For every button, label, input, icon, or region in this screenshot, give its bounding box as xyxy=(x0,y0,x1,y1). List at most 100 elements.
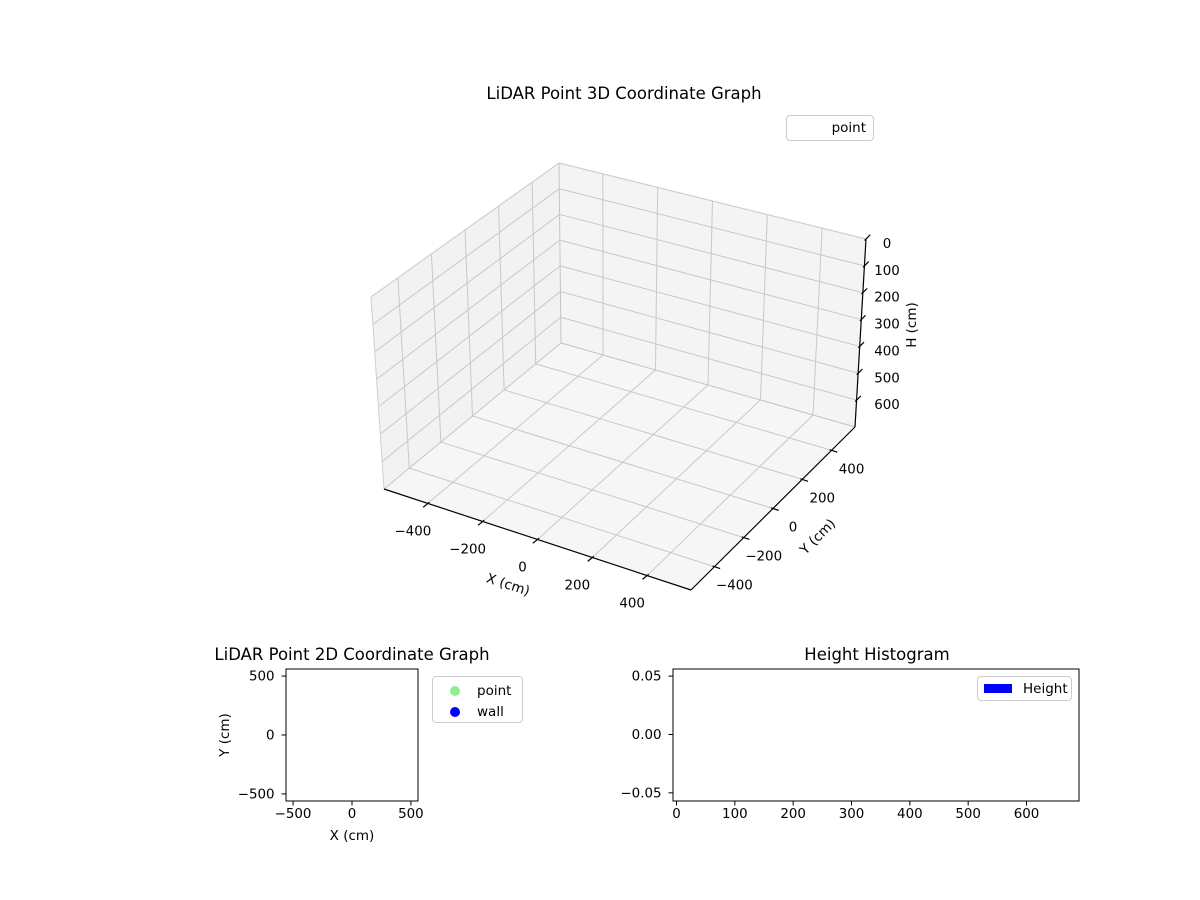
y-tick-label: −0.05 xyxy=(620,786,661,801)
plot3d-legend-label: point xyxy=(831,120,866,136)
x-tick-label: 0 xyxy=(518,561,527,576)
plot2d-yaxis-label: Y (cm) xyxy=(217,713,233,757)
x-tick xyxy=(587,555,595,562)
pane-edge xyxy=(560,342,856,428)
wall-marker-icon xyxy=(450,706,460,717)
y-tick xyxy=(829,449,838,453)
pane-edge xyxy=(370,162,560,298)
grid-line xyxy=(535,363,832,451)
grid-line xyxy=(559,188,865,267)
y-tick-label: 500 xyxy=(249,670,275,685)
plot3d-zaxis-label: H (cm) xyxy=(904,302,920,348)
grid-line xyxy=(378,265,561,408)
z-tick-label: 100 xyxy=(874,264,900,279)
plot2d-title: LiDAR Point 2D Coordinate Graph xyxy=(214,645,490,664)
grid-line xyxy=(760,214,768,401)
pane-left xyxy=(371,163,561,489)
z-tick-label: 600 xyxy=(874,398,900,413)
plot2d-axes: −500 0 500 −500 0 500 xyxy=(238,668,424,822)
z-tick-label: 400 xyxy=(874,344,900,359)
plot2d-xaxis-label: X (cm) xyxy=(329,828,375,844)
y-tick xyxy=(741,536,750,541)
axes-frame xyxy=(285,668,419,802)
grid-line xyxy=(560,265,860,347)
x-tick-label: 500 xyxy=(398,807,424,822)
grid-line xyxy=(560,316,857,401)
pane-right xyxy=(559,163,866,427)
grid-line xyxy=(559,239,862,321)
y-tick-label: 0 xyxy=(266,729,275,744)
y-tick xyxy=(800,478,809,482)
pane-floor xyxy=(384,343,855,590)
height-swatch-icon xyxy=(984,684,1012,693)
pane-edge xyxy=(383,342,562,490)
grid-line xyxy=(464,229,473,417)
x-tick-label: −500 xyxy=(275,807,312,822)
x-tick xyxy=(532,537,540,544)
z-tick-label: 500 xyxy=(874,371,900,386)
x-tick-label: 200 xyxy=(565,579,591,594)
pane-edge xyxy=(558,162,562,344)
x-tick xyxy=(477,519,485,526)
grid-line xyxy=(409,467,715,568)
y-tick-label: 0 xyxy=(789,521,798,536)
x-tick-label: 200 xyxy=(780,807,806,822)
z-tick xyxy=(861,288,868,295)
x-tick-label: 600 xyxy=(1014,807,1040,822)
grid-line xyxy=(379,291,561,435)
z-axis-line xyxy=(854,238,867,428)
y-tick xyxy=(712,565,721,570)
x-tick xyxy=(422,501,430,508)
grid-line xyxy=(707,200,713,386)
plot2d-legend-label-point: point xyxy=(477,682,512,699)
x-tick-label: 500 xyxy=(955,807,981,822)
plot3d-title: LiDAR Point 3D Coordinate Graph xyxy=(486,84,762,103)
pane-edge xyxy=(370,296,385,490)
grid-line xyxy=(472,415,774,509)
histogram-legend: Height xyxy=(977,676,1072,701)
pane-edge xyxy=(558,162,867,240)
point-marker-icon xyxy=(450,685,460,696)
grid-line xyxy=(374,214,560,353)
y-tick-label: −200 xyxy=(745,550,782,565)
x-tick-label: −200 xyxy=(449,542,486,557)
z-tick-label: 0 xyxy=(883,237,892,252)
grid-line xyxy=(559,213,863,294)
x-tick-label: 400 xyxy=(619,597,645,612)
x-tick-label: 100 xyxy=(722,807,748,822)
plot3d-axes: −400−2000200400−400−20002004000100200300… xyxy=(370,162,900,612)
histogram-legend-label: Height xyxy=(1023,680,1068,697)
x-tick-label: 0 xyxy=(348,807,357,822)
z-tick xyxy=(857,341,865,349)
x-tick-label: −400 xyxy=(394,524,431,539)
y-tick-label: 200 xyxy=(810,491,836,506)
plot2d-legend-label-wall: wall xyxy=(477,703,504,720)
z-tick-label: 200 xyxy=(874,291,900,306)
grid-line xyxy=(430,253,442,443)
legend-row: wall xyxy=(433,701,522,722)
y-tick-label: −500 xyxy=(238,787,275,802)
grid-line xyxy=(503,389,803,480)
y-tick-label: 0.00 xyxy=(632,728,662,743)
y-tick xyxy=(770,507,779,511)
grid-line xyxy=(531,182,537,364)
z-tick xyxy=(854,395,862,402)
grid-line xyxy=(560,291,859,374)
z-tick xyxy=(864,234,871,241)
x-tick-label: 300 xyxy=(839,807,865,822)
x-tick-label: 400 xyxy=(897,807,923,822)
grid-line xyxy=(498,206,505,390)
legend-row: point xyxy=(433,680,522,701)
grid-line xyxy=(372,188,560,325)
plot3d-legend: point xyxy=(786,115,874,141)
x-tick-label: 0 xyxy=(672,807,681,822)
y-tick-label: −400 xyxy=(716,579,753,594)
grid-line xyxy=(440,441,744,539)
legend-empty-marker xyxy=(802,123,832,133)
z-tick xyxy=(856,368,863,376)
y-tick-label: 400 xyxy=(839,462,865,477)
grid-line xyxy=(812,228,823,416)
grid-line xyxy=(376,239,561,380)
